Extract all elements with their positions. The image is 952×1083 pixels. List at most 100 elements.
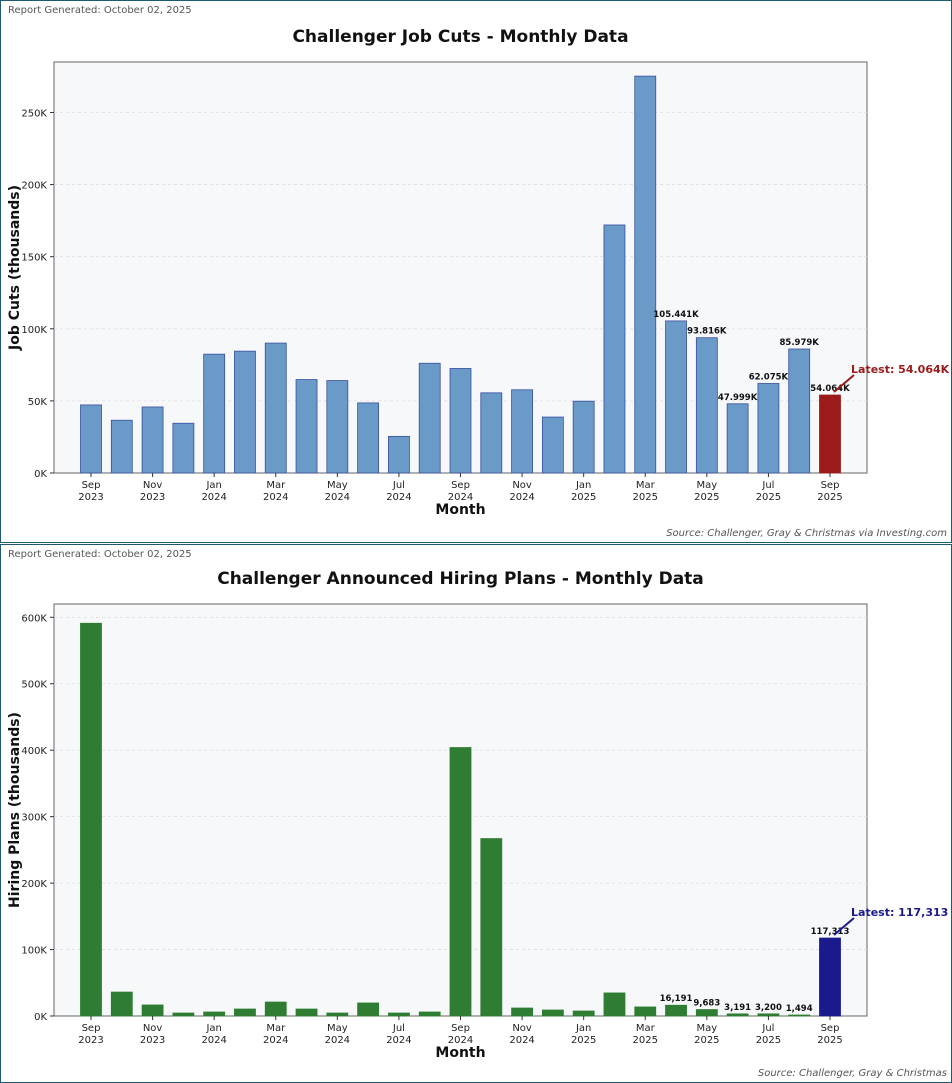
- bar-dec-2024: [541, 1009, 564, 1017]
- bar-jul-2024: [388, 1012, 410, 1017]
- bar-may-2024: [326, 380, 349, 474]
- x-tick-label-year: 2024: [448, 492, 473, 503]
- x-tick-label-year: 2024: [386, 1035, 411, 1046]
- y-tick-label: 200K: [21, 181, 47, 192]
- y-tick-label: 100K: [21, 325, 47, 336]
- x-tick-label-year: 2024: [263, 1035, 288, 1046]
- bar-mar-2025: [634, 1006, 657, 1017]
- bar-may-2024: [326, 1012, 349, 1017]
- x-tick-label-month: May: [696, 480, 717, 491]
- data-label: 62.075K: [749, 372, 789, 382]
- bar-jan-2024: [203, 353, 226, 474]
- x-tick-label-month: Mar: [266, 1023, 286, 1034]
- x-tick-label-month: Sep: [82, 1023, 101, 1034]
- bar-mar-2024: [264, 342, 287, 474]
- x-axis-label: Month: [435, 1045, 485, 1061]
- hiring-plans-panel: Report Generated: October 02, 2025 Chall…: [0, 544, 952, 1083]
- annotation-arrow: [833, 917, 855, 936]
- bar-feb-2024: [234, 1008, 256, 1017]
- y-tick-label: 50K: [28, 397, 48, 408]
- data-label: 85.979K: [780, 338, 820, 348]
- bar-dec-2023: [172, 422, 195, 474]
- x-tick-label-year: 2024: [448, 1035, 473, 1046]
- data-label: 3,191: [724, 1003, 751, 1013]
- x-tick-label-month: Jan: [575, 480, 591, 491]
- bar-may-2025: [695, 1009, 718, 1017]
- bar-sep-2024: [449, 747, 472, 1017]
- job-cuts-chart: Challenger Job Cuts - Monthly Data 0K 50K 1…: [7, 27, 950, 518]
- x-tick-label-year: 2025: [571, 492, 596, 503]
- latest-annotation: Latest: 117,313: [851, 906, 948, 919]
- bar-dec-2024: [541, 416, 564, 474]
- bar-jul-2025: [757, 383, 780, 474]
- y-tick-label: 0K: [34, 1012, 47, 1023]
- x-tick-label-month: Mar: [636, 480, 656, 491]
- report-generated: Report Generated: October 02, 2025: [8, 549, 192, 560]
- x-tick-label-year: 2023: [78, 492, 103, 503]
- x-tick-label-month: Nov: [143, 1023, 163, 1034]
- chart-title: Challenger Job Cuts - Monthly Data: [292, 27, 628, 47]
- bar-jan-2025: [572, 400, 595, 474]
- x-tick-label-month: Jan: [205, 1023, 221, 1034]
- data-label: 54.064K: [810, 384, 850, 394]
- source-note: Source: Challenger, Gray & Christmas: [757, 1068, 947, 1079]
- y-tick-label: 500K: [21, 680, 47, 691]
- bar-dec-2023: [172, 1012, 195, 1017]
- x-tick-label-month: Sep: [451, 480, 470, 491]
- x-tick-label-month: Jan: [205, 480, 221, 491]
- bar-apr-2024: [295, 1008, 318, 1017]
- x-tick-label-year: 2025: [571, 1035, 596, 1046]
- x-tick-label-month: Jul: [392, 480, 405, 491]
- x-tick-label-year: 2025: [817, 1035, 842, 1046]
- latest-annotation: Latest: 54.064K: [851, 363, 950, 376]
- bar-nov-2024: [511, 1007, 533, 1017]
- data-label: 117,313: [811, 927, 850, 937]
- x-tick-label-year: 2023: [140, 492, 165, 503]
- x-tick-label-year: 2025: [633, 1035, 658, 1046]
- bar-jun-2024: [357, 1002, 380, 1017]
- bar-jun-2025: [726, 1013, 749, 1017]
- bar-sep-2025: [819, 394, 841, 474]
- x-tick-label-month: Sep: [82, 480, 101, 491]
- bar-sep-2025: [819, 937, 841, 1017]
- x-axis-label: Month: [435, 502, 485, 518]
- x-tick-label-month: Sep: [821, 480, 840, 491]
- bar-oct-2024: [480, 392, 503, 474]
- x-tick-label-year: 2025: [817, 492, 842, 503]
- data-label: 3,200: [755, 1003, 782, 1013]
- bar-aug-2025: [788, 1014, 811, 1017]
- x-tick-label-month: Mar: [636, 1023, 656, 1034]
- bar-mar-2025: [634, 75, 657, 474]
- job-cuts-panel: Report Generated: October 02, 2025 Chall…: [0, 0, 952, 543]
- x-tick-label-year: 2025: [694, 492, 719, 503]
- bar-sep-2023: [80, 622, 102, 1017]
- y-tick-label: 100K: [21, 946, 47, 957]
- x-tick-label-year: 2024: [325, 1035, 350, 1046]
- y-tick-label: 150K: [21, 253, 47, 264]
- x-tick-label-year: 2023: [140, 1035, 165, 1046]
- bar-sep-2023: [80, 404, 102, 474]
- annotation-arrow: [833, 374, 855, 393]
- x-tick-label-month: Jul: [761, 1023, 774, 1034]
- x-tick-label-year: 2025: [756, 1035, 781, 1046]
- x-tick-label-month: Nov: [512, 480, 532, 491]
- y-tick-label: 300K: [21, 813, 47, 824]
- bar-apr-2025: [665, 1004, 687, 1017]
- x-tick-label-month: Jan: [575, 1023, 591, 1034]
- y-tick-label: 200K: [21, 879, 47, 890]
- x-tick-label-month: Jul: [392, 1023, 405, 1034]
- bar-aug-2024: [418, 362, 441, 474]
- data-label: 105.441K: [653, 310, 699, 320]
- x-tick-label-month: Nov: [143, 480, 163, 491]
- x-tick-label-month: Sep: [451, 1023, 470, 1034]
- bar-aug-2024: [418, 1011, 441, 1017]
- x-tick-label-year: 2024: [386, 492, 411, 503]
- data-label: 16,191: [660, 994, 693, 1004]
- chart-title: Challenger Announced Hiring Plans - Mont…: [217, 569, 704, 589]
- bar-jan-2024: [203, 1011, 226, 1017]
- bar-jun-2024: [357, 402, 380, 474]
- x-tick-label-year: 2025: [756, 492, 781, 503]
- data-label: 1,494: [786, 1004, 813, 1014]
- x-tick-label-month: May: [696, 1023, 717, 1034]
- x-tick-label-year: 2023: [78, 1035, 103, 1046]
